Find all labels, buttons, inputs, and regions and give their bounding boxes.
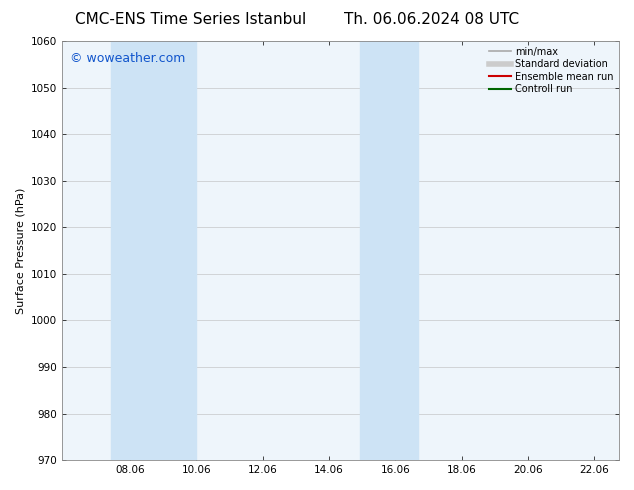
- Legend: min/max, Standard deviation, Ensemble mean run, Controll run: min/max, Standard deviation, Ensemble me…: [486, 43, 617, 98]
- Text: CMC-ENS Time Series Istanbul: CMC-ENS Time Series Istanbul: [75, 12, 306, 27]
- Bar: [360, 41, 418, 460]
- Bar: [112, 41, 197, 460]
- Text: Th. 06.06.2024 08 UTC: Th. 06.06.2024 08 UTC: [344, 12, 519, 27]
- Text: © woweather.com: © woweather.com: [70, 51, 185, 65]
- Y-axis label: Surface Pressure (hPa): Surface Pressure (hPa): [15, 187, 25, 314]
